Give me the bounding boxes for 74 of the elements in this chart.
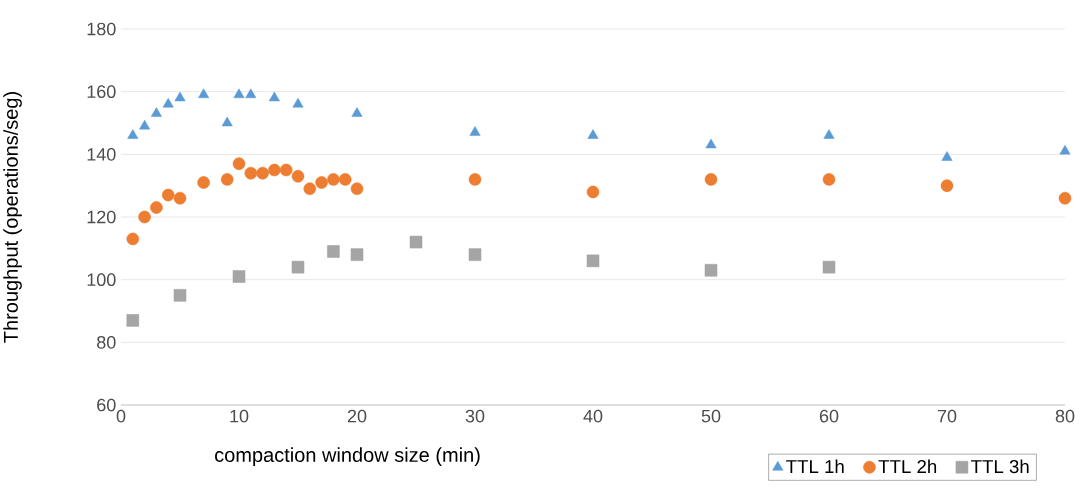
point (150, 201, 163, 214)
point (1058, 191, 1072, 205)
legend-label: TTL 1h (786, 459, 844, 474)
point (245, 88, 257, 99)
point (291, 170, 305, 183)
legend-label: TTL 2h (878, 459, 937, 474)
point (941, 151, 953, 161)
x-axis-title: compaction window size (min) (215, 447, 480, 466)
point (291, 260, 305, 274)
point (173, 289, 187, 302)
y-tick-label: 100 (87, 273, 116, 287)
point (279, 163, 293, 177)
point (150, 107, 162, 117)
x-tick-label: 50 (701, 409, 721, 423)
y-tick-label: 60 (97, 398, 116, 412)
point (244, 166, 258, 180)
y-tick-label: 140 (87, 147, 116, 161)
point (468, 173, 482, 186)
point (268, 163, 281, 177)
point (127, 129, 139, 139)
point (138, 210, 151, 224)
point (292, 97, 304, 108)
point (409, 235, 423, 249)
point (586, 185, 600, 199)
point (197, 176, 210, 189)
y-tick-label: 120 (87, 210, 116, 224)
point (468, 248, 482, 261)
legend-label: TTL 3h (971, 459, 1029, 474)
point (232, 157, 246, 171)
y-tick-label: 160 (87, 85, 116, 99)
x-tick-label: 10 (230, 409, 249, 423)
point (469, 126, 481, 136)
x-tick-label: 70 (937, 409, 957, 423)
point (704, 173, 718, 186)
point (161, 188, 175, 202)
point (233, 88, 245, 99)
point (315, 176, 328, 189)
y-tick-label: 80 (97, 335, 116, 349)
point (198, 88, 210, 99)
point (256, 166, 269, 180)
y-axis-title: Throughput (operations/seg) (3, 92, 22, 343)
x-tick-label: 0 (116, 409, 126, 423)
point (139, 119, 151, 130)
point (303, 182, 317, 196)
point (1059, 144, 1071, 155)
point (822, 173, 836, 186)
point (221, 116, 233, 127)
point (174, 91, 186, 102)
point (268, 91, 280, 102)
point (126, 314, 140, 327)
point (350, 248, 364, 261)
point (823, 129, 835, 139)
point (126, 232, 140, 246)
point (586, 254, 600, 268)
point (350, 182, 364, 196)
point (587, 129, 599, 139)
point (940, 179, 954, 192)
point (338, 173, 352, 186)
x-tick-label: 80 (1055, 409, 1075, 423)
x-tick-label: 60 (819, 409, 839, 423)
point (705, 138, 717, 149)
point (173, 191, 187, 205)
x-tick-label: 20 (347, 409, 367, 423)
point (220, 173, 234, 186)
x-tick-label: 40 (583, 409, 603, 423)
point (327, 245, 340, 258)
point (232, 270, 246, 283)
point (704, 264, 718, 277)
y-tick-label: 180 (87, 22, 116, 36)
point (162, 97, 174, 108)
point (351, 107, 363, 117)
x-tick-label: 30 (465, 409, 485, 423)
point (327, 173, 340, 186)
point (822, 260, 836, 274)
